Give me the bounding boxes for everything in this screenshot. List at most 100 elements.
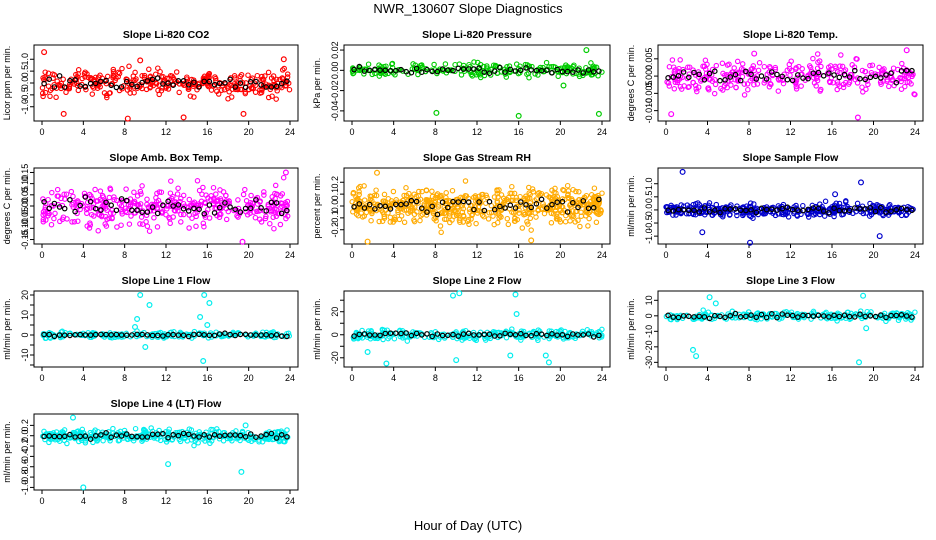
data-point — [785, 214, 792, 220]
data-point — [461, 213, 467, 220]
reference-point — [549, 201, 555, 208]
x-tick-label: 24 — [910, 127, 920, 137]
reference-point — [711, 68, 718, 75]
reference-point — [909, 314, 915, 320]
reference-point — [284, 433, 290, 440]
reference-point — [429, 333, 436, 340]
data-point — [166, 426, 172, 432]
data-point — [671, 86, 678, 92]
data-point — [511, 218, 518, 224]
data-point — [134, 316, 141, 323]
data-point — [578, 209, 584, 216]
x-tick-label: 16 — [827, 373, 837, 383]
reference-point — [491, 68, 498, 74]
reference-point — [56, 332, 63, 338]
data-point — [668, 111, 675, 118]
y-tick-label: 20 — [330, 307, 340, 317]
data-point — [381, 215, 388, 221]
reference-point — [763, 76, 770, 82]
reference-point — [585, 67, 592, 73]
reference-point — [113, 331, 120, 338]
reference-point — [883, 209, 889, 215]
reference-point — [455, 65, 462, 72]
x-tick-label: 0 — [349, 250, 354, 260]
data-point — [142, 344, 149, 351]
data-point — [561, 64, 568, 71]
data-point — [237, 73, 244, 80]
x-tick-label: 4 — [391, 127, 396, 137]
data-point — [52, 210, 58, 217]
data-point — [527, 191, 533, 198]
data-point — [711, 210, 718, 216]
reference-point — [118, 84, 125, 90]
data-point — [54, 186, 61, 193]
data-point — [513, 311, 520, 318]
data-point — [373, 187, 379, 193]
reference-point — [867, 74, 874, 81]
data-point — [550, 211, 557, 217]
data-point — [42, 69, 48, 75]
reference-point — [851, 205, 858, 211]
data-point — [488, 209, 495, 216]
data-point — [591, 185, 598, 191]
x-tick-label: 4 — [705, 373, 710, 383]
data-point — [564, 182, 571, 189]
data-point — [452, 209, 459, 215]
data-point — [224, 199, 231, 206]
reference-point — [820, 208, 827, 214]
data-point — [705, 85, 712, 91]
reference-point — [46, 433, 53, 439]
data-point — [42, 211, 48, 217]
reference-point — [56, 433, 63, 440]
data-point — [200, 75, 207, 81]
data-point — [591, 198, 597, 204]
reference-point — [175, 202, 182, 208]
y-tick-label: -20 — [330, 351, 340, 364]
data-point — [860, 89, 866, 95]
reference-point — [51, 200, 58, 207]
reference-point — [211, 81, 218, 88]
reference-point — [670, 74, 677, 80]
data-point — [110, 210, 117, 216]
data-point — [794, 213, 801, 219]
data-point — [680, 66, 686, 73]
data-point — [105, 434, 111, 441]
data-point — [572, 219, 578, 225]
data-point — [155, 197, 162, 204]
data-point — [666, 64, 673, 70]
reference-point — [732, 206, 739, 212]
data-point — [387, 214, 394, 221]
reference-point — [564, 333, 571, 340]
y-axis-label: degrees C per min. — [626, 45, 636, 122]
data-point — [502, 66, 508, 73]
data-point — [510, 210, 517, 216]
reference-point — [67, 77, 73, 84]
chart-panel-8: Slope Line 2 Flow 0 4 8 12 16 20 24 -20 0 20 ml/min… — [312, 275, 611, 383]
data-point — [51, 215, 57, 222]
data-point — [741, 81, 748, 87]
reference-point — [123, 78, 130, 85]
reference-point — [185, 333, 192, 340]
reference-point — [898, 205, 905, 212]
reference-point — [836, 313, 843, 320]
data-point — [473, 220, 479, 227]
reference-point — [216, 80, 223, 87]
chart-panel-6: Slope Sample Flow 0 4 8 12 16 20 24 -1.0-0.50.00… — [626, 152, 924, 260]
reference-point — [862, 206, 869, 212]
data-point — [365, 61, 372, 67]
reference-point — [87, 198, 94, 205]
data-point — [519, 225, 526, 231]
reference-point — [701, 205, 708, 211]
reference-point — [836, 207, 843, 214]
x-tick-label: 24 — [285, 373, 295, 383]
reference-point — [758, 311, 765, 318]
reference-point — [898, 68, 905, 74]
x-tick-label: 24 — [597, 127, 607, 137]
data-point — [719, 205, 725, 211]
data-point — [845, 81, 852, 87]
x-tick-label: 8 — [433, 373, 438, 383]
reference-point — [123, 197, 130, 204]
data-point — [855, 359, 862, 366]
data-point — [138, 214, 145, 220]
data-point — [167, 220, 173, 227]
